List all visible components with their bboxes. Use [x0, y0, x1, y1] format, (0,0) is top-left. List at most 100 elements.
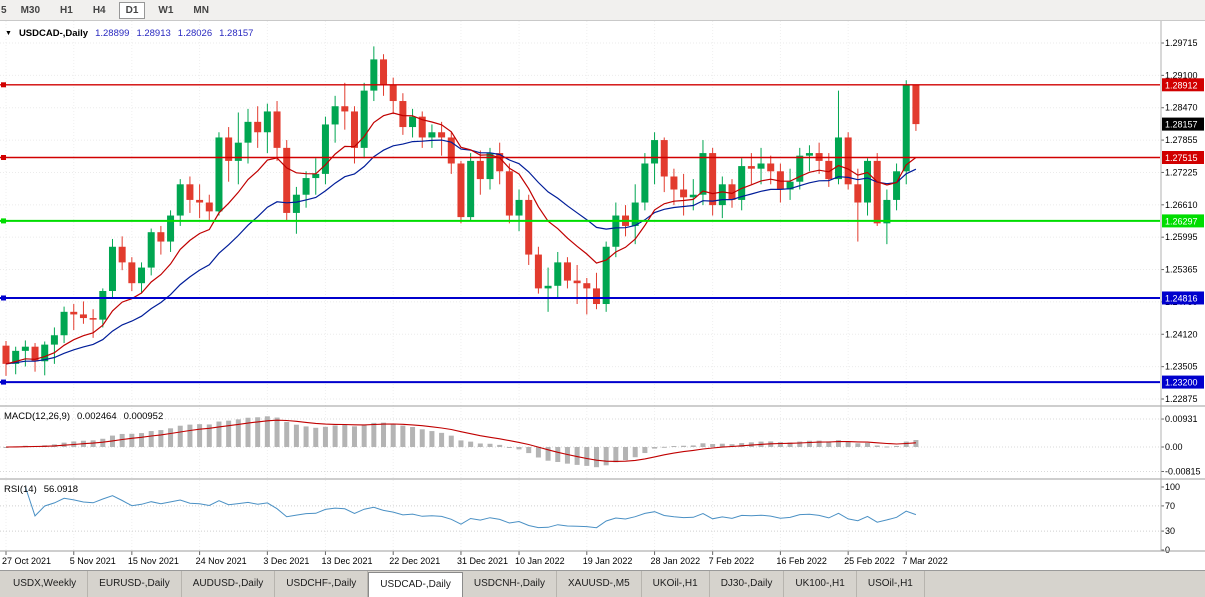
candle — [263, 103, 271, 154]
candle — [244, 108, 252, 164]
collapse-arrow-icon[interactable]: ▼ — [5, 30, 12, 37]
chart-svg[interactable]: 1.29715 1.29100 1.28470 1.27855 1.27225 1.266… — [0, 21, 1205, 570]
candle — [505, 163, 513, 224]
candle — [292, 186, 300, 234]
macd-bar — [661, 446, 667, 448]
candle-body — [825, 160, 833, 180]
candle — [41, 341, 49, 376]
tab-xauusd-m5[interactable]: XAUUSD-,M5 — [557, 571, 642, 597]
chart-window[interactable]: 1.29715 1.29100 1.28470 1.27855 1.27225 1.266… — [0, 21, 1205, 570]
tab-eurusd-daily[interactable]: EURUSD-,Daily — [88, 571, 182, 597]
macd-bar — [284, 421, 290, 447]
timeframe-m5-partial[interactable]: 5 — [1, 4, 7, 16]
candle-body — [321, 124, 329, 174]
tab-uk100-h1[interactable]: UK100-,H1 — [784, 571, 857, 597]
hline-handle — [1, 379, 6, 385]
timeframe-h1[interactable]: H1 — [60, 4, 73, 16]
candle-body — [844, 137, 852, 185]
candle-body — [196, 199, 204, 203]
price-axis-label: 1.25995 — [1165, 232, 1198, 242]
timeframe-h4[interactable]: H4 — [92, 4, 106, 16]
candle — [428, 124, 436, 148]
date-label: 16 Feb 2022 — [776, 556, 827, 566]
macd-axis-label: 0.00 — [1165, 442, 1183, 452]
macd-bar — [913, 440, 919, 447]
candle-body — [99, 291, 107, 320]
candle — [844, 132, 852, 190]
candle — [486, 147, 494, 190]
timeframe-w1[interactable]: W1 — [158, 4, 174, 16]
candle — [196, 184, 204, 219]
macd-bar — [690, 445, 696, 447]
price-tag-resistance-upper — [1162, 78, 1204, 92]
macd-bar — [458, 440, 464, 447]
macd-bar — [400, 425, 406, 447]
macd-bar — [865, 442, 871, 447]
candle — [409, 108, 417, 138]
tab-audusd-daily[interactable]: AUDUSD-,Daily — [182, 571, 276, 597]
candle — [157, 225, 165, 255]
date-label: 15 Nov 2021 — [128, 556, 179, 566]
timeframe-d1[interactable]: D1 — [118, 1, 146, 19]
candle-body — [612, 215, 620, 247]
candle-body — [670, 176, 678, 190]
candle-body — [738, 166, 746, 200]
candle-body — [583, 283, 591, 289]
candle — [592, 272, 600, 310]
candle-body — [786, 181, 794, 190]
macd-signal-line — [5, 419, 916, 462]
candle-body — [834, 137, 842, 180]
candle — [341, 82, 349, 130]
candle-body — [438, 132, 446, 138]
candle — [321, 116, 329, 185]
macd-bar — [293, 424, 299, 447]
chart-symbol-label: USDCAD-,Daily — [18, 28, 89, 39]
macd-bar — [487, 443, 493, 447]
tab-usdx-weekly[interactable]: USDX,Weekly — [2, 571, 89, 597]
candle-body — [50, 335, 58, 345]
macd-name: MACD(12,26,9) — [4, 411, 70, 422]
macd-bar — [100, 438, 106, 447]
tab-usdcnh-daily[interactable]: USDCNH-,Daily — [463, 571, 557, 597]
timeframe-m30[interactable]: M30 — [20, 4, 41, 16]
candle-body — [254, 121, 262, 133]
timeframe-mn[interactable]: MN — [193, 4, 209, 16]
candle — [370, 46, 378, 102]
rsi-label: RSI(14) 56.0918 — [4, 484, 78, 495]
macd-bar — [139, 433, 145, 447]
price-tag-text: 1.27515 — [1165, 153, 1198, 163]
macd-bar — [448, 435, 454, 447]
candle-body — [534, 254, 542, 289]
candle-body — [360, 90, 368, 148]
macd-bar — [671, 446, 677, 448]
macd-bar — [322, 426, 328, 447]
tab-usdcad-daily[interactable]: USDCAD-,Daily — [368, 572, 463, 597]
macd-bar — [429, 431, 435, 447]
candle — [805, 145, 813, 172]
candle — [447, 132, 455, 174]
macd-bar — [245, 417, 251, 447]
date-label: 7 Mar 2022 — [902, 556, 948, 566]
macd-bar — [506, 447, 512, 448]
tab-usoil-h1[interactable]: USOil-,H1 — [857, 571, 925, 597]
tab-dj30-daily[interactable]: DJ30-,Daily — [710, 571, 785, 597]
macd-bar — [226, 420, 232, 447]
macd-bar — [129, 433, 135, 447]
tab-ukoil-h1[interactable]: UKOil-,H1 — [642, 571, 710, 597]
candle-body — [147, 232, 155, 268]
rsi-axis-label: 100 — [1165, 482, 1180, 492]
macd-bar — [168, 428, 174, 447]
tab-usdchf-daily[interactable]: USDCHF-,Daily — [275, 571, 369, 597]
candle — [670, 168, 678, 206]
macd-bar — [642, 447, 648, 454]
candle-body — [380, 59, 388, 86]
price-tag-support-green — [1162, 214, 1204, 228]
candle-body — [554, 262, 562, 286]
price-axis-label: 1.25365 — [1165, 265, 1198, 275]
macd-bar — [593, 447, 599, 468]
candle-body — [399, 101, 407, 128]
candle-body — [573, 280, 581, 284]
date-label: 5 Nov 2021 — [70, 556, 116, 566]
macd-bar — [187, 424, 193, 447]
